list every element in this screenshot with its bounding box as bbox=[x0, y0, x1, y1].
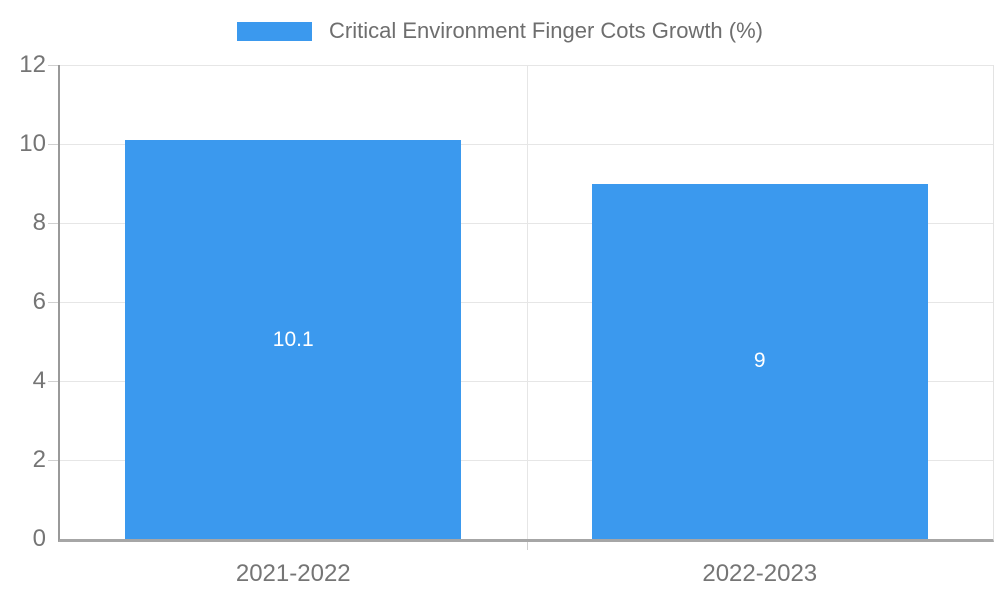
y-axis-tick bbox=[48, 460, 58, 461]
y-axis-tick bbox=[48, 302, 58, 303]
legend-item[interactable]: Critical Environment Finger Cots Growth … bbox=[236, 18, 763, 44]
bar-2021-2022: 10.1 bbox=[125, 140, 462, 539]
y-axis-tick-label: 2 bbox=[32, 446, 46, 473]
y-axis-tick-label: 0 bbox=[32, 525, 46, 552]
y-axis-tick-label: 10 bbox=[19, 130, 46, 157]
y-axis-tick bbox=[48, 144, 58, 145]
bar-value-label: 9 bbox=[753, 349, 766, 373]
category-divider bbox=[526, 65, 528, 539]
chart-legend: Critical Environment Finger Cots Growth … bbox=[0, 17, 1000, 45]
bar-2022-2023: 9 bbox=[591, 183, 928, 539]
y-axis-tick bbox=[48, 381, 58, 382]
y-axis-tick-label: 4 bbox=[32, 367, 46, 394]
x-axis-label: 2022-2023 bbox=[702, 560, 818, 587]
legend-label: Critical Environment Finger Cots Growth … bbox=[328, 18, 763, 43]
legend-swatch bbox=[236, 21, 312, 41]
y-axis-tick-label: 12 bbox=[19, 51, 46, 78]
y-axis-tick-label: 8 bbox=[32, 209, 46, 236]
plot-area: 10.1 9 bbox=[48, 65, 994, 550]
y-axis-tick bbox=[48, 65, 58, 66]
y-axis-tick-label: 6 bbox=[32, 288, 46, 315]
y-axis-tick bbox=[48, 223, 58, 224]
x-axis-tick bbox=[526, 542, 528, 550]
x-axis-label: 2021-2022 bbox=[235, 560, 351, 587]
bar-value-label: 10.1 bbox=[272, 327, 314, 351]
